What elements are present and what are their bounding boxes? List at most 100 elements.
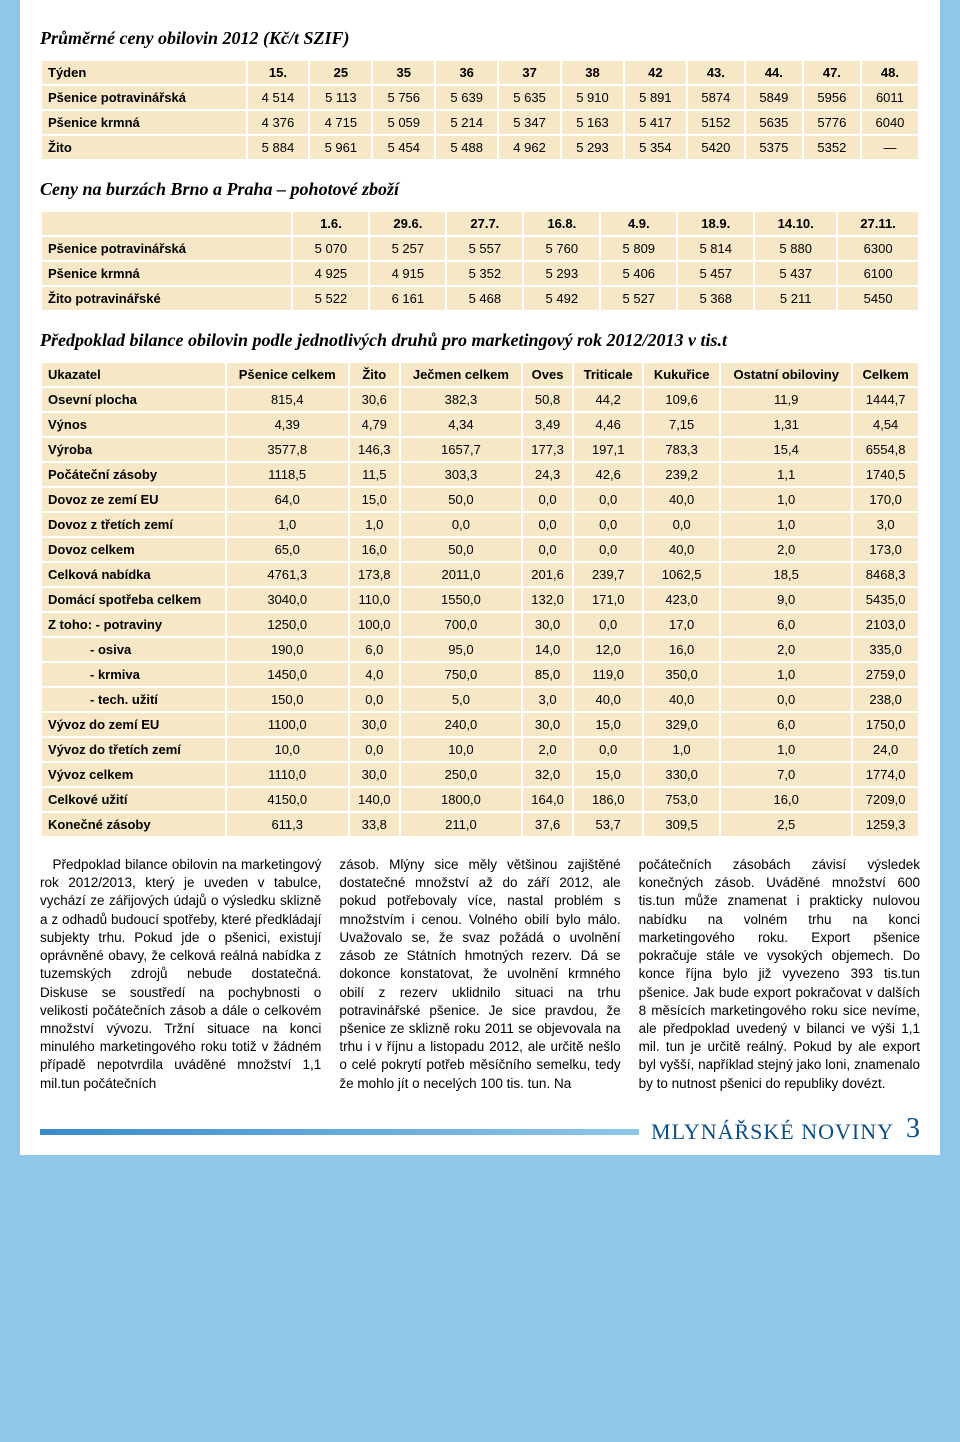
table-header: 14.10.: [754, 211, 837, 236]
table-header: Ukazatel: [41, 362, 226, 387]
table-cell: 32,0: [522, 762, 573, 787]
table-cell: Pšenice krmná: [41, 110, 247, 135]
table-cell: 5 809: [600, 236, 677, 261]
table-cell: 5 368: [677, 286, 754, 311]
table-cell: 5 884: [247, 135, 310, 160]
table-cell: 5450: [837, 286, 919, 311]
table-cell: 5352: [803, 135, 861, 160]
table-cell: 6,0: [720, 712, 852, 737]
table-cell: 0,0: [573, 512, 643, 537]
table-cell: 6 161: [369, 286, 446, 311]
body-col-1: Předpoklad bilance obilovin na marketing…: [40, 856, 321, 1093]
table-balance: UkazatelPšenice celkemŽitoJečmen celkemO…: [40, 361, 920, 838]
table-cell: 1444,7: [852, 387, 919, 412]
table-cell: 5 492: [523, 286, 600, 311]
table-cell: 1,0: [349, 512, 400, 537]
table-cell: 5 880: [754, 236, 837, 261]
body-col-2: zásob. Mlýny sice měly většinou zajištěn…: [339, 856, 620, 1093]
table-cell: 30,0: [522, 612, 573, 637]
table-cell: 5 437: [754, 261, 837, 286]
table-cell: —: [861, 135, 919, 160]
table-cell: 6100: [837, 261, 919, 286]
table-cell: 6554,8: [852, 437, 919, 462]
table-cell: 329,0: [643, 712, 720, 737]
table-cell: 100,0: [349, 612, 400, 637]
table-cell: 15,0: [573, 712, 643, 737]
table-cell: 40,0: [643, 487, 720, 512]
table-cell: Pšenice potravinářská: [41, 85, 247, 110]
table-cell: 250,0: [400, 762, 522, 787]
table-rowlabel: Celková nabídka: [41, 562, 226, 587]
table-cell: 4,54: [852, 412, 919, 437]
table-cell: 382,3: [400, 387, 522, 412]
table-header: 4.9.: [600, 211, 677, 236]
table-cell: 4761,3: [226, 562, 349, 587]
table-cell: 30,0: [522, 712, 573, 737]
table-rowlabel: Dovoz ze zemí EU: [41, 487, 226, 512]
table-cell: 5 457: [677, 261, 754, 286]
table-cell: 5420: [687, 135, 745, 160]
table-cell: 0,0: [522, 487, 573, 512]
table-cell: 239,2: [643, 462, 720, 487]
table-cell: 5 814: [677, 236, 754, 261]
table-cell: 186,0: [573, 787, 643, 812]
table-cell: 0,0: [573, 537, 643, 562]
table-cell: 3,49: [522, 412, 573, 437]
table-cell: 330,0: [643, 762, 720, 787]
body-p2: zásob. Mlýny sice měly většinou zajištěn…: [339, 856, 620, 1093]
table-cell: 0,0: [573, 487, 643, 512]
table-cell: 173,8: [349, 562, 400, 587]
table-header: Ostatní obiloviny: [720, 362, 852, 387]
body-p1: Předpoklad bilance obilovin na marketing…: [40, 856, 321, 1093]
table-header: [41, 211, 292, 236]
table-cell: 164,0: [522, 787, 573, 812]
table-cell: 10,0: [400, 737, 522, 762]
table-exchange: 1.6.29.6.27.7.16.8.4.9.18.9.14.10.27.11.…: [40, 210, 920, 312]
table-rowlabel: Dovoz celkem: [41, 537, 226, 562]
table-header: Kukuřice: [643, 362, 720, 387]
table-cell: 5 527: [600, 286, 677, 311]
table-cell: 18,5: [720, 562, 852, 587]
table-header: 27.11.: [837, 211, 919, 236]
table-cell: 7,0: [720, 762, 852, 787]
footer-title: MLYNÁŘSKÉ NOVINY: [651, 1119, 894, 1145]
table-cell: 40,0: [643, 687, 720, 712]
table-cell: 1,0: [720, 662, 852, 687]
table-header: 35: [372, 60, 435, 85]
section2-title: Ceny na burzách Brno a Praha – pohotové …: [40, 179, 920, 200]
table-header: Týden: [41, 60, 247, 85]
table-cell: 5 293: [523, 261, 600, 286]
table-cell: 5 347: [498, 110, 561, 135]
table-cell: Pšenice potravinářská: [41, 236, 292, 261]
table-cell: 3577,8: [226, 437, 349, 462]
table-cell: 6,0: [720, 612, 852, 637]
table-header: 29.6.: [369, 211, 446, 236]
table-cell: 239,7: [573, 562, 643, 587]
table-cell: 64,0: [226, 487, 349, 512]
table-cell: 2103,0: [852, 612, 919, 637]
table-cell: 85,0: [522, 662, 573, 687]
table-cell: 14,0: [522, 637, 573, 662]
table-rowlabel: Vývoz do zemí EU: [41, 712, 226, 737]
table-cell: 5776: [803, 110, 861, 135]
table-cell: 33,8: [349, 812, 400, 837]
table-rowlabel: Konečné zásoby: [41, 812, 226, 837]
body-col-3: počátečních zásobách závisí výsledek kon…: [639, 856, 920, 1093]
table-cell: 0,0: [522, 537, 573, 562]
table-cell: 109,6: [643, 387, 720, 412]
table-cell: 5 059: [372, 110, 435, 135]
table-cell: 44,2: [573, 387, 643, 412]
table-cell: 611,3: [226, 812, 349, 837]
table-cell: 3,0: [852, 512, 919, 537]
table-cell: 132,0: [522, 587, 573, 612]
table-cell: 4 925: [292, 261, 369, 286]
table-header: 48.: [861, 60, 919, 85]
table-cell: 24,3: [522, 462, 573, 487]
table-rowlabel: Celkové užití: [41, 787, 226, 812]
table-cell: 211,0: [400, 812, 522, 837]
table-cell: 0,0: [573, 612, 643, 637]
table-header: 37: [498, 60, 561, 85]
table-rowlabel: Z toho: - potraviny: [41, 612, 226, 637]
table-cell: 110,0: [349, 587, 400, 612]
table-cell: 7209,0: [852, 787, 919, 812]
